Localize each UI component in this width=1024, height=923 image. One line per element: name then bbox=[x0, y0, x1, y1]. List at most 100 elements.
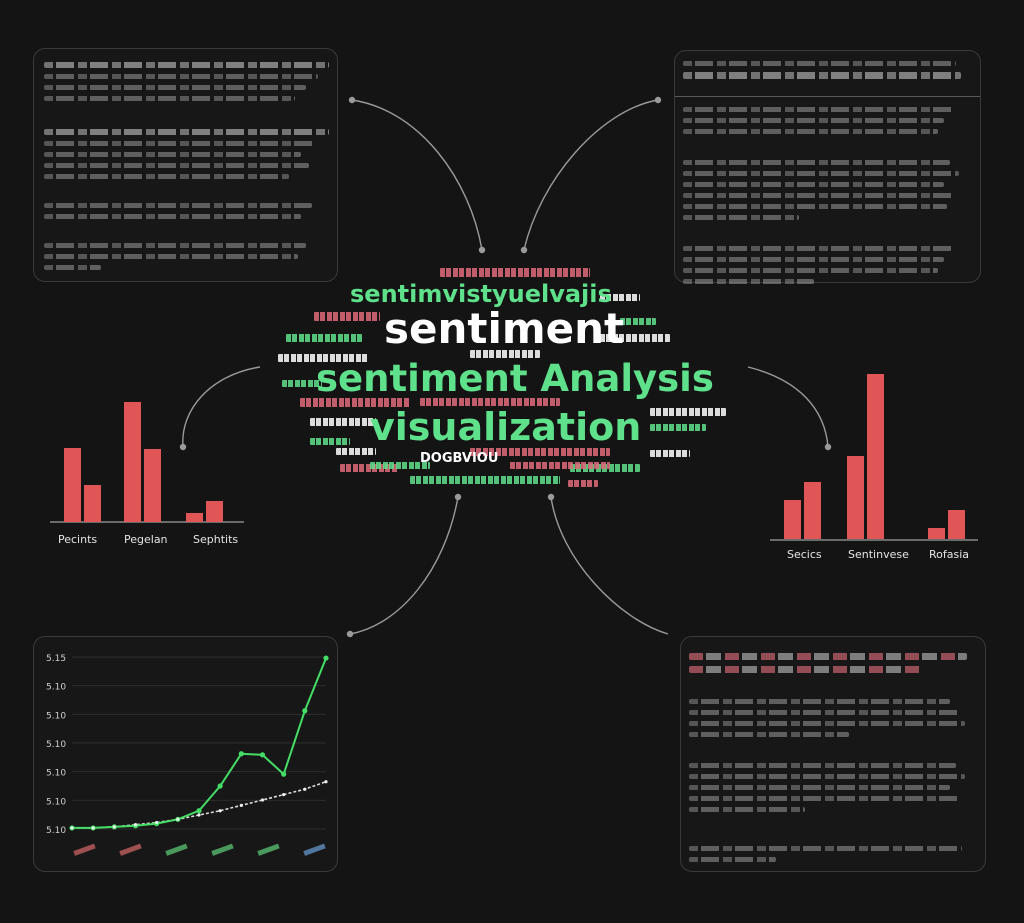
connector-top-right bbox=[523, 99, 659, 251]
y-tick-label: 5.10 bbox=[46, 797, 66, 807]
cloud-word-sentimvistyuelvajis: sentimvistyuelvajis bbox=[350, 280, 612, 308]
bar-0-1 bbox=[84, 485, 101, 522]
blurred-heading bbox=[683, 55, 973, 85]
trend-point bbox=[112, 825, 116, 829]
trend-point bbox=[91, 826, 95, 830]
cloud-filler-word bbox=[440, 268, 590, 277]
cloud-filler-word bbox=[510, 462, 610, 469]
bar-2-1 bbox=[948, 510, 965, 539]
bar-1-0 bbox=[124, 402, 141, 522]
right-bar-label-0: Secics bbox=[787, 548, 822, 561]
y-tick-label: 5.10 bbox=[46, 740, 66, 750]
bar-2-0 bbox=[928, 528, 945, 539]
bar-0-0 bbox=[784, 500, 801, 539]
line-point bbox=[217, 783, 223, 789]
trend-point bbox=[218, 809, 222, 813]
blurred-text-block bbox=[689, 693, 979, 868]
trend-point bbox=[155, 820, 159, 825]
trend-point bbox=[176, 817, 180, 821]
cloud-filler-word bbox=[336, 448, 376, 455]
line-point bbox=[281, 771, 287, 777]
cloud-filler-word bbox=[340, 464, 398, 472]
x-tick-label bbox=[165, 843, 188, 856]
trend-point bbox=[197, 813, 201, 817]
blurred-text-block bbox=[683, 101, 973, 290]
trend-point bbox=[133, 823, 138, 827]
trend-point bbox=[260, 798, 265, 802]
left-bar-label-2: Sephtits bbox=[193, 533, 239, 546]
y-tick-label: 5.10 bbox=[46, 683, 66, 693]
cloud-filler-word bbox=[314, 312, 380, 321]
trend-point bbox=[239, 803, 243, 807]
cloud-filler-word bbox=[600, 294, 640, 301]
cloud-filler-word bbox=[470, 350, 540, 358]
left-bar-label-0: Pecints bbox=[58, 533, 98, 546]
cloud-word-dogbviou: DOGBVIOU bbox=[420, 451, 499, 466]
left-bar-label-1: Pegelan bbox=[124, 533, 168, 546]
cloud-filler-word bbox=[620, 318, 656, 325]
text-panel-bottom-right bbox=[680, 636, 986, 872]
trend-point bbox=[70, 826, 74, 830]
y-tick-label: 5.10 bbox=[46, 711, 66, 721]
line-chart: 5.15 5.10 5.10 5.10 5.10 5.10 5.10 bbox=[46, 654, 329, 856]
cloud-filler-word bbox=[600, 334, 670, 342]
cloud-filler-word bbox=[286, 334, 362, 342]
cloud-filler-word bbox=[282, 380, 322, 387]
bar-2-1 bbox=[206, 501, 223, 522]
x-tick-label bbox=[211, 843, 234, 856]
x-tick-label bbox=[303, 843, 326, 856]
trend-point bbox=[303, 787, 307, 791]
trend-line-series bbox=[72, 780, 327, 829]
bar-1-1 bbox=[867, 374, 884, 539]
blurred-heading bbox=[689, 647, 979, 679]
line-point bbox=[238, 751, 244, 757]
line-point bbox=[196, 808, 202, 814]
right-bar-label-2: Rofasia bbox=[929, 548, 970, 561]
text-panel-top-left bbox=[33, 48, 338, 282]
line-point bbox=[259, 752, 266, 758]
right-bar-chart bbox=[770, 374, 978, 541]
word-cloud: sentimvistyuelvajis sentiment sentiment … bbox=[270, 262, 750, 497]
cloud-filler-word bbox=[370, 462, 430, 469]
line-point bbox=[323, 655, 329, 661]
cloud-filler-word bbox=[310, 418, 376, 426]
line-chart-panel: 5.15 5.10 5.10 5.10 5.10 5.10 5.10 bbox=[33, 636, 338, 872]
right-bar-label-1: Sentinvese bbox=[848, 548, 909, 561]
y-tick-label: 5.10 bbox=[46, 826, 66, 836]
cloud-filler-word bbox=[310, 438, 350, 445]
connector-mid-left bbox=[182, 366, 261, 448]
connector-mid-right bbox=[747, 366, 829, 448]
blurred-text-block bbox=[44, 56, 329, 276]
connector-top-left bbox=[351, 99, 483, 251]
bar-0-1 bbox=[804, 482, 821, 539]
connector-bottom-left bbox=[349, 496, 459, 635]
cloud-filler-word bbox=[300, 398, 410, 407]
trend-point bbox=[324, 780, 328, 784]
heading-divider bbox=[675, 96, 980, 97]
cloud-filler-word bbox=[650, 450, 690, 457]
cloud-filler-word bbox=[470, 448, 610, 456]
cloud-word-sentiment-analysis: sentiment Analysis bbox=[316, 357, 714, 400]
cloud-word-visualization: visualization bbox=[370, 405, 642, 449]
bar-2-0 bbox=[186, 513, 203, 522]
connector-bottom-right bbox=[550, 496, 669, 635]
text-panel-top-right bbox=[674, 50, 981, 284]
x-tick-label bbox=[257, 843, 280, 856]
cloud-filler-word bbox=[650, 424, 706, 431]
x-tick-label bbox=[119, 843, 142, 856]
bar-0-0 bbox=[64, 448, 81, 522]
cloud-filler-word bbox=[650, 408, 726, 416]
bar-1-1 bbox=[144, 449, 161, 522]
cloud-word-sentiment: sentiment bbox=[384, 304, 625, 353]
cloud-filler-word bbox=[410, 476, 560, 484]
bar-1-0 bbox=[847, 456, 864, 539]
cloud-filler-word bbox=[568, 480, 598, 487]
y-tick-label: 5.10 bbox=[46, 769, 66, 779]
y-tick-label: 5.15 bbox=[46, 654, 66, 664]
x-tick-label bbox=[73, 843, 96, 856]
left-bar-chart bbox=[50, 402, 244, 523]
cloud-filler-word bbox=[420, 398, 560, 406]
trend-point bbox=[282, 793, 286, 797]
